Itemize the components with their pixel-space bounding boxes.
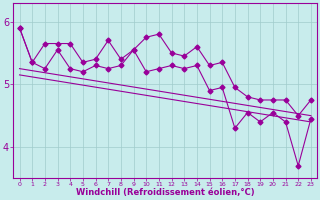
- X-axis label: Windchill (Refroidissement éolien,°C): Windchill (Refroidissement éolien,°C): [76, 188, 254, 197]
